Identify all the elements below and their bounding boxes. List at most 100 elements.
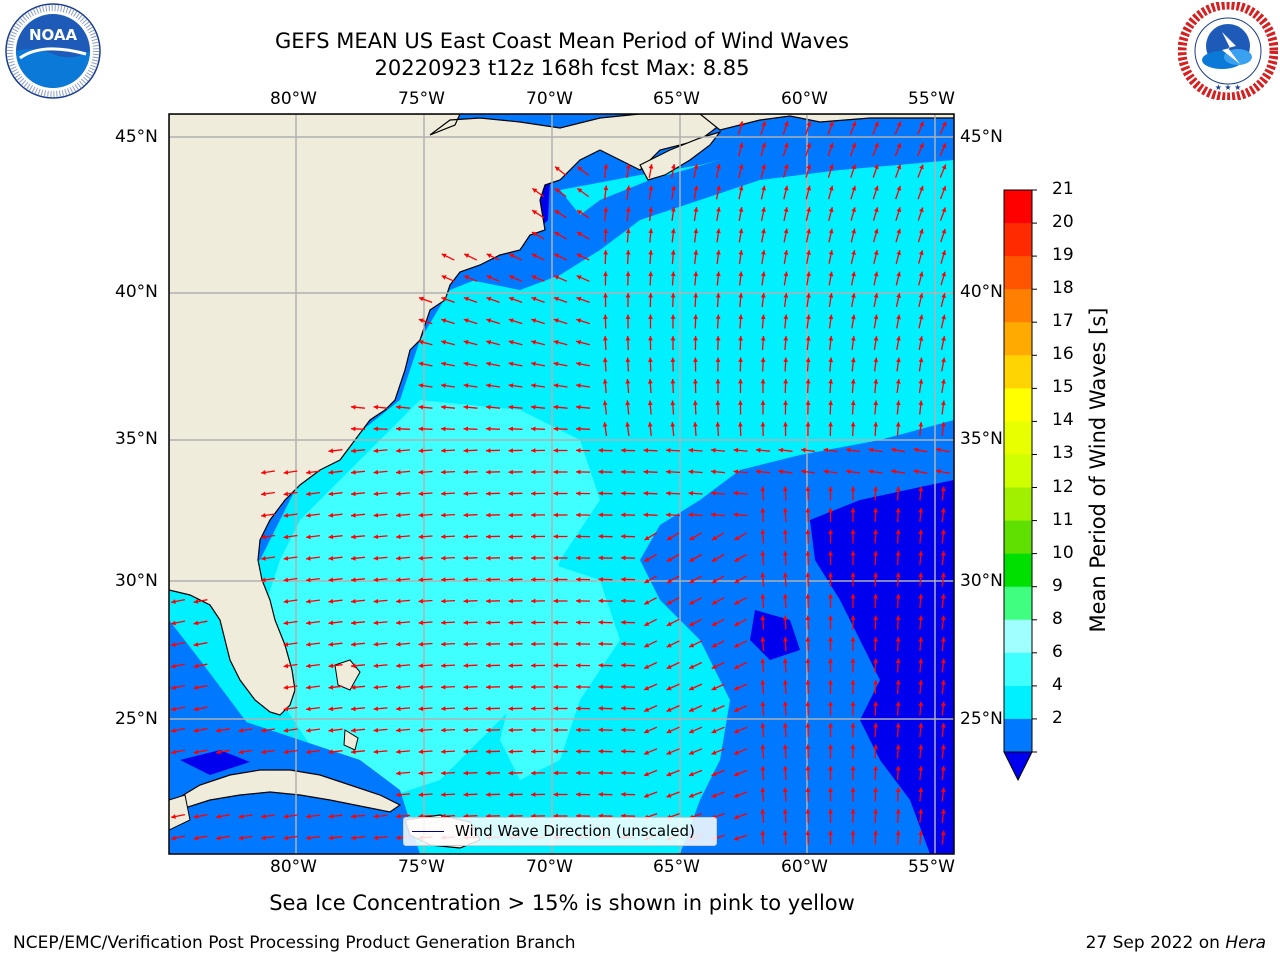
wind-arrow-head [851, 271, 856, 277]
wind-arrow-head [940, 615, 946, 621]
wind-arrow-head [328, 684, 334, 690]
wind-arrow-head [351, 512, 356, 518]
wind-arrow-head [373, 706, 379, 712]
wind-arrow-head [761, 271, 766, 277]
wind-arrow-head [941, 250, 947, 256]
wind-arrow-head [644, 600, 650, 605]
wind-arrow-head [486, 555, 491, 561]
wind-arrow-head [873, 250, 879, 255]
wind-arrow-head [761, 121, 767, 127]
wind-arrow-head [531, 491, 536, 496]
wind-arrow-head [850, 658, 856, 663]
wind-arrow-head [670, 271, 676, 277]
wind-arrow-head [306, 534, 311, 540]
wind-arrow-head [941, 293, 946, 299]
wind-arrow-head [396, 469, 401, 475]
wind-arrow-head [850, 637, 856, 642]
wind-arrow-head [441, 641, 446, 647]
wind-arrow-head [396, 404, 401, 410]
wind-arrow-head [896, 185, 902, 191]
wind-arrow-head [940, 551, 946, 556]
wind-arrow-head [463, 383, 469, 388]
ocean-6-8-patch-east [500, 560, 620, 780]
wind-arrow-head [283, 663, 289, 669]
wind-arrow-head [806, 271, 811, 277]
wind-arrow-head [328, 555, 334, 561]
wind-arrow-head [783, 766, 788, 771]
wind-arrow-head [760, 422, 766, 427]
wind-arrow-head [486, 448, 491, 453]
wind-arrow-head [441, 404, 446, 410]
wind-arrow-head [784, 121, 789, 127]
wind-arrow-head [783, 723, 788, 728]
wind-arrow-head [553, 706, 558, 711]
wind-arrow-head [738, 336, 743, 341]
wind-arrow-head [441, 684, 446, 690]
wind-arrow-head [486, 770, 491, 776]
wind-arrow-head [441, 706, 446, 711]
colorbar-segment [1004, 355, 1032, 389]
wind-arrow-head [508, 469, 513, 475]
wind-arrow-head [891, 469, 896, 474]
wind-arrow-head [711, 469, 716, 475]
wind-arrow-head [283, 814, 289, 819]
wind-arrow-head [895, 422, 901, 427]
wind-arrow-head [918, 572, 924, 578]
wind-arrow-head [531, 792, 536, 797]
wind-arrow-head [373, 727, 379, 733]
wind-arrow-head [486, 598, 491, 604]
wind-arrow-head [828, 594, 833, 599]
wind-arrow-head [806, 142, 812, 148]
wind-arrow-head [783, 336, 789, 341]
wind-arrow-head [441, 383, 446, 388]
wind-arrow-head [895, 551, 901, 556]
wind-arrow-head [373, 663, 379, 669]
wind-arrow-head [598, 684, 603, 690]
wind-arrow-head [486, 641, 491, 647]
wind-arrow-head [603, 271, 608, 276]
wind-arrow-head [643, 469, 648, 475]
wind-arrow-head [805, 529, 811, 534]
wind-arrow-head [463, 318, 469, 323]
land-yucatan [169, 794, 191, 831]
wind-arrow-head [692, 422, 698, 427]
wind-arrow-head [850, 723, 856, 728]
wind-arrow-head [576, 512, 581, 518]
wind-arrow-head [441, 361, 446, 367]
wind-arrow-head [738, 314, 744, 320]
wind-arrow-head [715, 422, 721, 427]
wind-arrow-head [508, 491, 513, 496]
wind-arrow-head [648, 357, 653, 362]
wind-arrow-head [463, 534, 468, 539]
wind-arrow-head [850, 809, 856, 814]
wind-arrow-head [625, 293, 631, 298]
wind-arrow-head [895, 744, 901, 749]
wind-arrow-head [896, 293, 901, 298]
wind-arrow-head [940, 572, 946, 578]
wind-arrow-head [783, 486, 788, 491]
wind-arrow-head [671, 207, 676, 212]
wind-arrow-head [918, 293, 924, 298]
wind-arrow-head [464, 275, 470, 280]
wind-arrow-head [441, 512, 446, 518]
wind-arrow-head [689, 600, 695, 605]
wind-arrow-head [328, 663, 334, 669]
wind-arrow-head [715, 293, 721, 298]
svg-text:★ ★ ★: ★ ★ ★ [1215, 83, 1242, 92]
colorbar-extend-triangle [1003, 751, 1033, 782]
wind-arrow-head [715, 271, 721, 277]
wind-arrow-head [805, 809, 811, 814]
wind-arrow-head [577, 166, 583, 172]
wind-arrow-head [666, 685, 672, 691]
wind-arrow-head [693, 250, 699, 255]
wind-arrow-head [463, 469, 468, 475]
wind-arrow-head [689, 728, 694, 734]
wind-arrow-head [846, 469, 851, 474]
wind-arrow-head [463, 598, 468, 604]
wind-arrow-head [940, 830, 946, 836]
wind-arrow-head [850, 615, 856, 620]
wind-arrow-head [828, 314, 834, 320]
colorbar-tick-label: 14 [1052, 410, 1074, 431]
wind-arrow-head [647, 422, 653, 427]
wind-arrow-head [801, 447, 806, 453]
